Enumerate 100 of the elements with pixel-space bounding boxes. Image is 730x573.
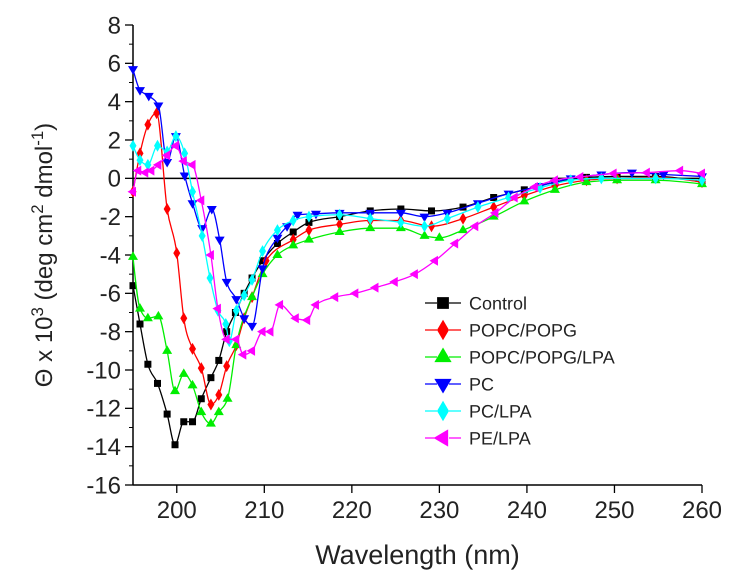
point — [140, 168, 148, 178]
y-tick-label: -8 — [100, 319, 121, 346]
point — [215, 356, 222, 364]
point — [142, 312, 153, 322]
point — [274, 300, 284, 310]
point — [302, 315, 310, 326]
point — [239, 315, 250, 324]
point — [196, 195, 204, 206]
point — [396, 210, 406, 218]
point — [330, 292, 338, 302]
point — [304, 234, 314, 243]
point — [206, 206, 217, 214]
point — [144, 92, 154, 102]
y-tick-label: -6 — [100, 280, 121, 308]
point — [136, 320, 144, 328]
y-tick-label: 2 — [108, 127, 121, 154]
legend-label: PC — [469, 374, 494, 394]
point — [222, 278, 232, 288]
x-tick-label: 220 — [332, 497, 372, 524]
point — [310, 300, 319, 310]
point — [430, 256, 438, 266]
point — [170, 386, 180, 394]
x-tick-label: 250 — [594, 497, 634, 524]
point — [178, 368, 189, 377]
point — [409, 269, 418, 280]
point — [290, 313, 299, 324]
point — [144, 360, 152, 368]
point — [458, 224, 468, 234]
x-tick-label: 200 — [156, 497, 197, 524]
legend-label: POPC/POPG/LPA — [469, 347, 615, 368]
point — [549, 175, 558, 186]
point — [247, 292, 258, 300]
point — [189, 418, 196, 426]
point — [178, 156, 187, 166]
y-tick-label: 8 — [108, 12, 121, 40]
x-tick-label: 230 — [419, 497, 460, 524]
point — [641, 168, 650, 178]
point — [128, 66, 138, 75]
point — [420, 230, 430, 239]
point — [272, 234, 282, 244]
legend-label: PE/LPA — [469, 428, 531, 448]
point — [154, 380, 162, 387]
point — [696, 168, 705, 179]
point — [162, 345, 172, 354]
point — [162, 159, 172, 168]
point — [212, 304, 221, 314]
point — [221, 334, 230, 344]
point — [206, 418, 216, 427]
point — [222, 393, 233, 402]
point — [238, 350, 246, 360]
point — [272, 250, 282, 258]
point — [350, 288, 358, 298]
point — [246, 346, 256, 356]
y-tick-label: 4 — [108, 89, 121, 116]
point — [153, 310, 164, 320]
point — [490, 208, 498, 218]
point — [334, 226, 345, 235]
point — [389, 276, 398, 287]
legend-label: PC/LPA — [469, 401, 532, 422]
x-axis-title: Wavelength (nm) — [315, 540, 520, 570]
point — [370, 282, 378, 293]
point — [529, 182, 538, 192]
point — [205, 250, 214, 260]
point — [187, 160, 196, 170]
y-tick-label: -2 — [100, 204, 121, 232]
point — [198, 395, 205, 402]
x-tick-label: 210 — [244, 497, 284, 524]
y-tick-label: 6 — [108, 50, 121, 78]
y-tick-label: 0 — [108, 166, 121, 193]
point — [162, 150, 170, 160]
point — [128, 251, 138, 260]
point — [135, 87, 146, 96]
point — [258, 265, 268, 274]
point — [214, 236, 225, 246]
x-tick-label: 240 — [506, 497, 547, 524]
point — [214, 406, 224, 416]
point — [247, 322, 258, 332]
point — [164, 410, 171, 418]
y-tick-label: -12 — [86, 396, 121, 423]
point — [153, 102, 164, 111]
point — [674, 166, 684, 176]
point — [290, 228, 297, 236]
y-tick-label: -14 — [86, 434, 121, 462]
point — [188, 380, 198, 388]
point — [230, 334, 240, 344]
point — [152, 160, 162, 170]
y-tick-label: -10 — [86, 357, 121, 384]
point — [420, 214, 430, 222]
point — [180, 418, 188, 426]
point — [608, 168, 617, 179]
point — [434, 232, 444, 241]
point — [196, 406, 206, 416]
point — [450, 238, 458, 248]
x-tick-label: 260 — [682, 497, 722, 524]
point — [132, 166, 142, 176]
point — [180, 172, 190, 181]
point — [574, 172, 584, 182]
point — [428, 207, 436, 214]
point — [288, 240, 298, 248]
y-tick-label: -4 — [100, 242, 121, 270]
